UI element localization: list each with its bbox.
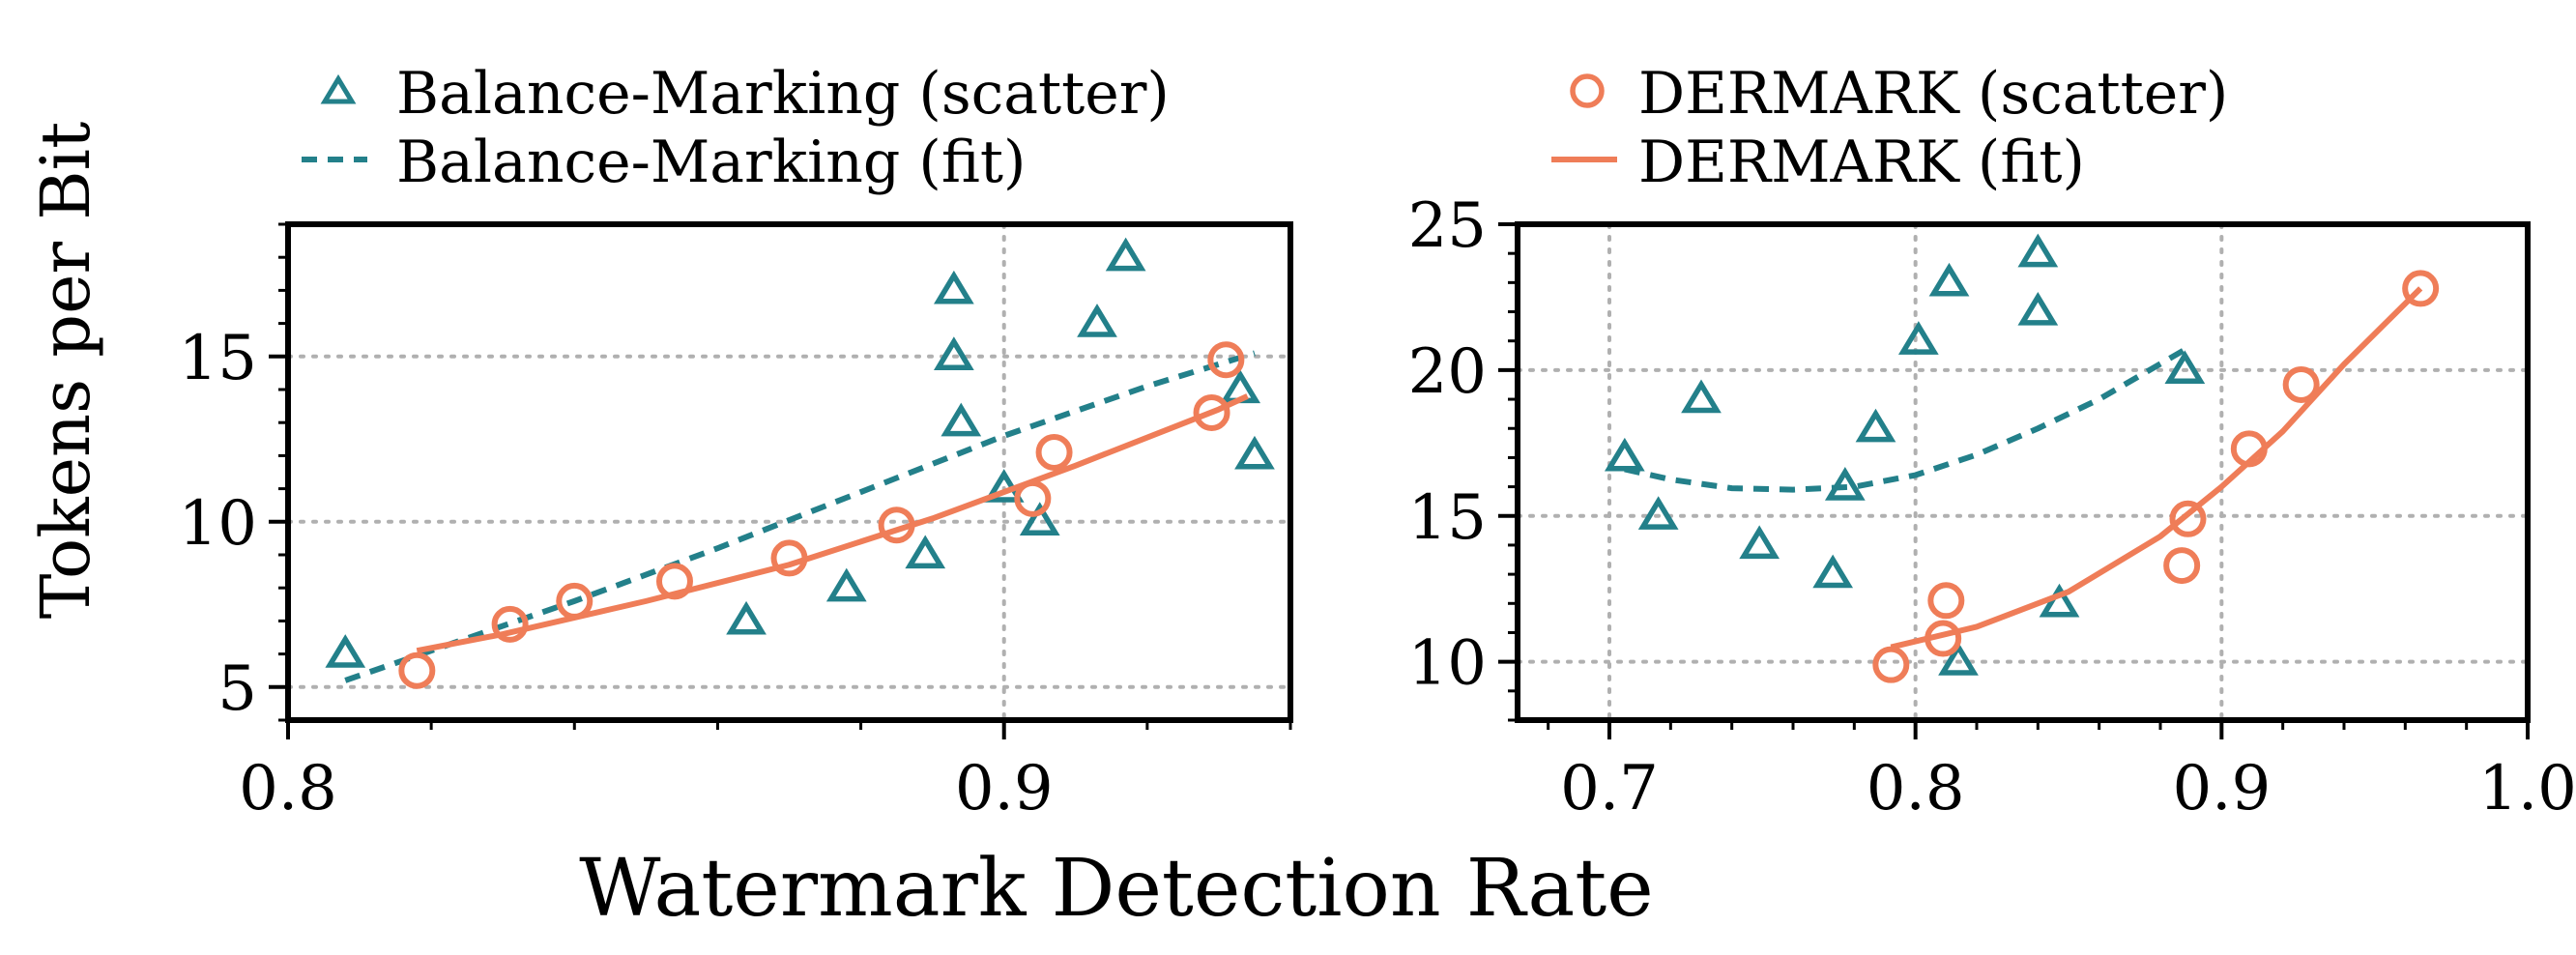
left-panel: 0.8 0.9 5 10 15 Balance-Marking (scatter)Bala… (179, 60, 1293, 825)
dermark-point (1927, 582, 1965, 620)
y-tick-label: 10 (179, 488, 257, 560)
balance-marking-point (1019, 502, 1060, 535)
legend-label: DERMARK (fit) (1638, 129, 2085, 196)
dermark-point (556, 582, 593, 620)
balance-marking-point (905, 535, 946, 569)
y-tick-label: 15 (1408, 482, 1487, 554)
balance-marking-point (825, 567, 867, 602)
right-panel: 0.7 0.8 0.9 1.0 10 15 20 25 DERMARK (scatter)DER… (1408, 60, 2576, 825)
dermark-point (2402, 270, 2440, 307)
dermark-point (655, 563, 693, 600)
balance-marking-point (1105, 237, 1146, 272)
balance-marking-point (1681, 379, 1722, 414)
balance-marking-point (2039, 583, 2080, 618)
balance-marking-point (934, 270, 974, 304)
balance-marking-point (1812, 554, 1854, 589)
balance-marking-point (726, 600, 767, 635)
balance-marking-point (1928, 262, 1970, 297)
x-tick-label: 0.9 (2172, 753, 2271, 825)
legend-label: DERMARK (scatter) (1638, 60, 2228, 128)
y-tick-label: 15 (179, 323, 257, 394)
balance-marking-fit-line (344, 350, 1256, 683)
dermark-fit-line (1890, 286, 2423, 651)
balance-marking-point (1234, 435, 1275, 470)
balance-marking-point (2017, 233, 2059, 268)
balance-marking-point (1077, 304, 1117, 337)
balance-marking-point (941, 402, 982, 437)
x-tick-label: 0.8 (1867, 753, 1965, 825)
dermark-point (2230, 430, 2268, 468)
balance-marking-point (325, 634, 366, 668)
balance-marking-point (934, 336, 974, 370)
dermark-point (770, 539, 808, 577)
dermark-point (1207, 341, 1245, 379)
y-tick-label: 5 (217, 653, 257, 725)
legend-label: Balance-Marking (fit) (396, 129, 1026, 196)
dermark-point (1014, 479, 1052, 517)
balance-marking-point (1637, 496, 1679, 530)
y-tick-label: 25 (1408, 190, 1487, 262)
x-tick-label: 0.8 (239, 753, 337, 825)
y-tick-label: 20 (1408, 336, 1487, 408)
balance-marking-point (1938, 642, 1979, 676)
plot-frame (285, 221, 1293, 723)
dermark-point (1035, 433, 1073, 471)
balance-marking-point (2164, 350, 2206, 385)
dermark-point (878, 506, 915, 544)
legend-circle-marker (1570, 73, 1605, 108)
balance-marking-point (1604, 437, 1645, 472)
y-tick-label: 10 (1408, 628, 1487, 700)
balance-marking-point (2017, 291, 2059, 326)
plot-frame (1515, 221, 2531, 723)
dermark-point (2282, 365, 2320, 403)
balance-marking-fit-line (1624, 347, 2186, 493)
legend-triangle-marker (320, 73, 357, 104)
balance-marking-point (1897, 321, 1939, 355)
x-axis-label: Watermark Detection Rate (579, 843, 1653, 935)
dermark-point (398, 651, 436, 689)
x-tick-label: 0.7 (1560, 753, 1659, 825)
dermark-point (1872, 646, 1910, 683)
dermark-point (491, 605, 529, 643)
dermark-point (1925, 620, 1962, 657)
y-axis-label: Tokens per Bit (26, 122, 105, 619)
x-tick-label: 1.0 (2478, 753, 2576, 825)
dermark-point (2169, 500, 2207, 537)
balance-marking-point (1855, 408, 1896, 443)
dermark-point (1193, 393, 1230, 431)
x-tick-label: 0.9 (955, 753, 1054, 825)
dermark-point (2163, 547, 2201, 585)
balance-marking-point (1739, 525, 1780, 560)
legend-label: Balance-Marking (scatter) (396, 60, 1170, 128)
